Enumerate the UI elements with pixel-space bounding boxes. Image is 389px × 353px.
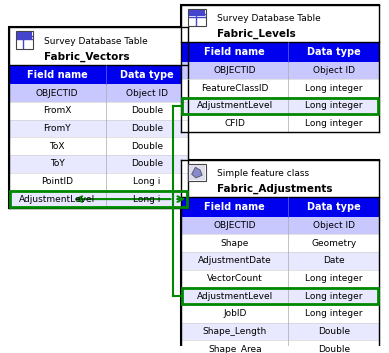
Bar: [181, 287, 379, 305]
Text: Long integer: Long integer: [305, 119, 363, 128]
Text: Fabric_Adjustments: Fabric_Adjustments: [217, 184, 332, 195]
Bar: [181, 62, 379, 79]
Text: Object ID: Object ID: [313, 66, 355, 75]
Text: Double: Double: [131, 124, 163, 133]
Bar: [9, 120, 188, 137]
Text: PointID: PointID: [41, 177, 73, 186]
Bar: [9, 137, 188, 155]
Bar: [189, 10, 205, 16]
Text: Shape: Shape: [221, 239, 249, 248]
Text: Long integer: Long integer: [305, 292, 363, 301]
Text: Double: Double: [318, 327, 350, 336]
Text: Long integer: Long integer: [305, 101, 363, 110]
Bar: [181, 97, 379, 115]
Text: Shape_Length: Shape_Length: [203, 327, 267, 336]
Bar: [9, 155, 188, 173]
Text: ToX: ToX: [49, 142, 65, 151]
Bar: [10, 191, 187, 207]
Bar: [181, 234, 379, 252]
Bar: [181, 270, 379, 287]
Bar: [188, 164, 206, 181]
Text: Fabric_Vectors: Fabric_Vectors: [44, 52, 130, 62]
Bar: [16, 31, 33, 49]
Bar: [182, 98, 378, 114]
Text: Survey Database Table: Survey Database Table: [217, 14, 320, 23]
Text: Field name: Field name: [204, 202, 265, 212]
Text: Simple feature class: Simple feature class: [217, 169, 309, 178]
Bar: [181, 160, 379, 353]
Text: VectorCount: VectorCount: [207, 274, 263, 283]
Text: Double: Double: [131, 106, 163, 115]
Text: AdjustmentDate: AdjustmentDate: [198, 256, 272, 265]
Text: Long i: Long i: [133, 195, 161, 204]
Bar: [181, 197, 379, 217]
Bar: [181, 323, 379, 340]
Text: Long i: Long i: [133, 177, 161, 186]
Text: Long integer: Long integer: [305, 309, 363, 318]
Text: Date: Date: [323, 256, 345, 265]
Bar: [181, 42, 379, 62]
Bar: [188, 9, 206, 26]
Bar: [9, 190, 188, 208]
Bar: [9, 84, 188, 102]
Bar: [9, 65, 188, 84]
Bar: [181, 79, 379, 97]
Text: Field name: Field name: [27, 70, 88, 79]
Text: FromX: FromX: [43, 106, 71, 115]
Text: OBJECTID: OBJECTID: [214, 66, 256, 75]
Bar: [9, 102, 188, 120]
Bar: [9, 28, 188, 65]
Text: JobID: JobID: [223, 309, 247, 318]
Text: CFID: CFID: [224, 119, 245, 128]
Bar: [16, 32, 32, 38]
Text: Double: Double: [131, 142, 163, 151]
Text: Object ID: Object ID: [126, 89, 168, 98]
Bar: [189, 165, 205, 180]
Bar: [181, 340, 379, 353]
Bar: [181, 115, 379, 132]
Text: Shape_Area: Shape_Area: [208, 345, 261, 353]
Text: AdjustmentLevel: AdjustmentLevel: [19, 195, 95, 204]
Bar: [181, 217, 379, 234]
Text: Geometry: Geometry: [311, 239, 356, 248]
Bar: [9, 173, 188, 190]
Text: Object ID: Object ID: [313, 221, 355, 230]
Bar: [181, 5, 379, 42]
Bar: [181, 5, 379, 132]
Text: OBJECTID: OBJECTID: [214, 221, 256, 230]
Text: Fabric_Levels: Fabric_Levels: [217, 29, 295, 40]
Text: OBJECTID: OBJECTID: [36, 89, 78, 98]
Text: Field name: Field name: [204, 47, 265, 57]
Text: Double: Double: [131, 159, 163, 168]
Text: FeatureClassID: FeatureClassID: [201, 84, 268, 93]
Text: Double: Double: [318, 345, 350, 353]
Text: Data type: Data type: [307, 47, 361, 57]
Text: AdjustmentLevel: AdjustmentLevel: [196, 101, 273, 110]
Text: AdjustmentLevel: AdjustmentLevel: [196, 292, 273, 301]
Text: Survey Database Table: Survey Database Table: [44, 37, 148, 46]
Bar: [181, 160, 379, 197]
Text: Data type: Data type: [307, 202, 361, 212]
Text: ToY: ToY: [50, 159, 65, 168]
Bar: [182, 288, 378, 304]
Bar: [181, 305, 379, 323]
Text: Long integer: Long integer: [305, 84, 363, 93]
Text: FromY: FromY: [43, 124, 71, 133]
Polygon shape: [192, 167, 202, 178]
Text: Data type: Data type: [120, 70, 174, 79]
Bar: [9, 28, 188, 208]
Bar: [181, 252, 379, 270]
Text: Long integer: Long integer: [305, 274, 363, 283]
